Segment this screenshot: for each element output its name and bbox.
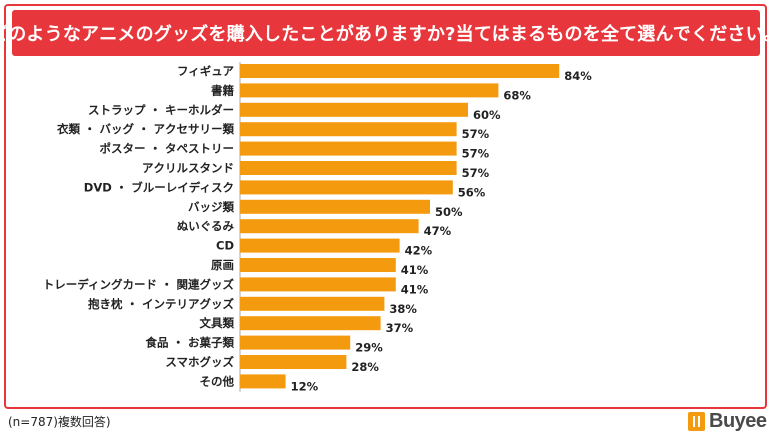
category-label: バッジ類 bbox=[188, 200, 234, 214]
bar bbox=[240, 335, 351, 350]
value-label: 12% bbox=[291, 379, 319, 393]
category-label: アクリルスタンド bbox=[142, 161, 234, 175]
value-label: 50% bbox=[435, 205, 463, 219]
value-label: 84% bbox=[564, 69, 592, 83]
bar bbox=[240, 122, 457, 137]
value-label: 57% bbox=[462, 147, 490, 161]
category-label: ストラップ ・ キーホルダー bbox=[88, 103, 234, 117]
brand-name: Buyee bbox=[709, 410, 767, 432]
value-label: 57% bbox=[462, 166, 490, 180]
bar bbox=[240, 64, 560, 78]
bar bbox=[240, 83, 499, 98]
category-label: ポスター ・ タペストリー bbox=[99, 142, 234, 156]
bar bbox=[240, 161, 457, 175]
value-label: 47% bbox=[424, 224, 452, 238]
sample-size-note: (n=787)複数回答) bbox=[8, 415, 111, 429]
category-label: 書籍 bbox=[211, 83, 234, 97]
bar bbox=[240, 219, 419, 234]
category-label: スマホグッズ bbox=[165, 355, 234, 369]
bar bbox=[240, 258, 396, 272]
chart-title-banner: どのようなアニメのグッズを購入したことがありますか?当てはまるものを全て選んでく… bbox=[0, 10, 772, 56]
category-label: その他 bbox=[200, 374, 235, 388]
category-label: 抱き枕 ・ インテリアグッズ bbox=[88, 297, 235, 311]
bar bbox=[240, 180, 453, 195]
value-label: 56% bbox=[458, 185, 486, 199]
category-label: 文具類 bbox=[200, 316, 235, 330]
value-label: 57% bbox=[462, 127, 490, 141]
value-label: 41% bbox=[401, 282, 429, 296]
chart-title: どのようなアニメのグッズを購入したことがありますか?当てはまるものを全て選んでく… bbox=[0, 24, 772, 45]
bar bbox=[240, 199, 430, 214]
category-label: フィギュア bbox=[177, 64, 235, 78]
value-label: 41% bbox=[401, 263, 429, 277]
bar bbox=[240, 238, 400, 253]
value-label: 29% bbox=[355, 341, 383, 355]
bar bbox=[240, 102, 468, 117]
category-label: 衣類 ・ バッグ ・ アクセサリー類 bbox=[57, 122, 235, 136]
value-label: 28% bbox=[351, 360, 379, 374]
shopping-bag-icon bbox=[688, 412, 705, 431]
value-label: 60% bbox=[473, 108, 501, 122]
value-label: 42% bbox=[405, 244, 433, 258]
value-label: 68% bbox=[503, 88, 531, 102]
category-label: ぬいぐるみ bbox=[177, 219, 235, 233]
category-label: 原画 bbox=[211, 258, 234, 272]
bar bbox=[240, 296, 385, 311]
category-label: DVD ・ ブルーレイディスク bbox=[84, 180, 234, 194]
category-label: トレーディングカード ・ 関連グッズ bbox=[43, 277, 235, 291]
bar bbox=[240, 316, 381, 331]
value-label: 38% bbox=[389, 302, 417, 316]
bar bbox=[240, 277, 396, 292]
bar bbox=[240, 355, 347, 369]
bar bbox=[240, 141, 457, 156]
category-label: CD bbox=[216, 239, 234, 253]
value-label: 37% bbox=[386, 321, 414, 335]
bar bbox=[240, 374, 286, 389]
category-label: 食品 ・ お菓子類 bbox=[145, 336, 234, 350]
buyee-logo: Buyee bbox=[688, 410, 767, 433]
